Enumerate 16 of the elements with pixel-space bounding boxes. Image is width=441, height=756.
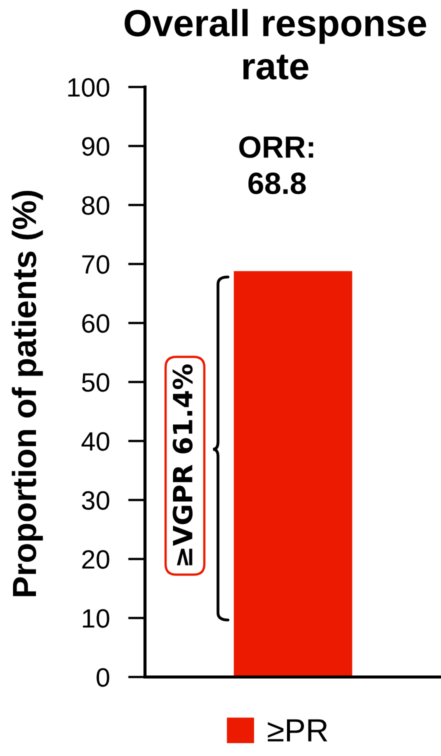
y-tick-label: 60 [82, 314, 110, 333]
y-tick-label: 80 [82, 196, 110, 215]
annotation: ORR: 68.8 [239, 136, 314, 194]
y-tick-label: 10 [82, 609, 110, 628]
y-tick-label: 0 [96, 668, 110, 687]
y-tick-label: 40 [82, 432, 110, 451]
y-tick-label: 50 [82, 373, 110, 392]
y-tick-label: 30 [82, 491, 110, 510]
legend-label: ≥PR [268, 719, 328, 742]
chart-title: Overall response rate [124, 8, 426, 80]
annotation: ≥VGPR 61.4% [172, 364, 193, 566]
y-tick-label: 70 [82, 255, 110, 274]
y-tick-label: 100 [68, 78, 110, 97]
y-tick-label: 90 [82, 137, 110, 156]
y-tick-label: 20 [82, 550, 110, 569]
y-axis-title: Proportion of patients (%) [12, 190, 43, 596]
